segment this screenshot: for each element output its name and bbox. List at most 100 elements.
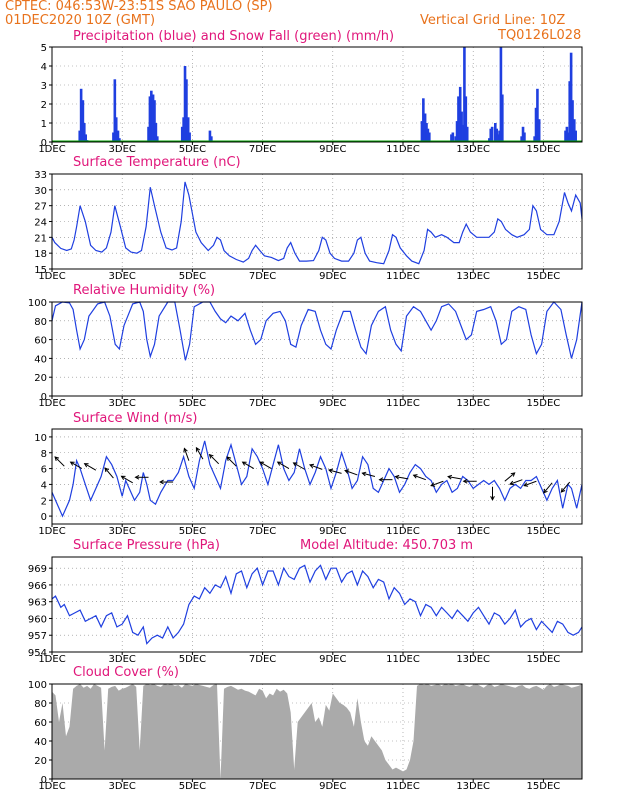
precip-bar	[457, 96, 460, 142]
temp-ytick-label: 18	[34, 249, 47, 260]
precip-bar	[495, 128, 499, 142]
header-location: CPTEC: 046:53W-23:51S SAO PAULO (SP)	[5, 0, 273, 14]
wind-arrow-shaft	[560, 481, 571, 493]
pres-frame	[51, 556, 583, 653]
temp-ytick-label: 21	[34, 233, 47, 244]
precip-bar	[81, 100, 85, 142]
cloud-frame	[51, 683, 583, 780]
precip-bar	[182, 117, 185, 142]
cloud-xtick-label: 11DEC	[386, 781, 420, 792]
wind-ytick-label: 2	[41, 496, 47, 507]
precip-bar	[186, 117, 190, 142]
precip-bar	[183, 66, 187, 142]
wind-arrow-head	[259, 461, 265, 466]
precip-bar	[180, 126, 184, 142]
wind-arrow-head	[292, 462, 298, 467]
precip-bar	[150, 90, 153, 142]
wind-xtick-label: 7DEC	[249, 526, 276, 537]
pres-altitude-note: Model Altitude: 450.703 m	[300, 538, 474, 553]
precip-xtick-label: 3DEC	[109, 144, 136, 155]
header-run-time: 01DEC2020 10Z (GMT)	[5, 13, 156, 28]
precip-bar	[488, 138, 491, 142]
cloud-ytick-label: 60	[34, 718, 47, 729]
temp-ytick-label: 33	[34, 170, 47, 181]
wind-title: Surface Wind (m/s)	[73, 411, 198, 426]
precip-bar	[148, 96, 152, 142]
wind-arrow-head	[543, 488, 548, 494]
temp-xtick-label: 3DEC	[109, 271, 136, 282]
cloud-ytick-label: 20	[34, 756, 47, 767]
wind-xtick-label: 9DEC	[319, 526, 346, 537]
rh-xtick-label: 9DEC	[319, 398, 346, 409]
rh-xtick-label: 15DEC	[527, 398, 561, 409]
wind-ytick-label: 6	[41, 465, 47, 476]
precip-bar	[450, 134, 453, 142]
wind-arrow-shaft	[195, 447, 204, 460]
temp-xtick-label: 15DEC	[527, 271, 561, 282]
wind-arrow-shaft	[362, 472, 376, 477]
wind-ytick-label: 10	[34, 433, 47, 444]
precip-bar	[461, 124, 465, 142]
wind-arrow-head	[510, 472, 516, 477]
pres-xtick-label: 3DEC	[109, 654, 136, 665]
precip-bar	[490, 126, 494, 142]
wind-arrow-head	[560, 488, 566, 493]
precip-xtick-label: 7DEC	[249, 144, 276, 155]
pres-xtick-label: 1DEC	[38, 654, 65, 665]
temp-title: Surface Temperature (nC)	[73, 155, 241, 170]
header-run-code: TQ0126L028	[498, 28, 582, 43]
pres-ytick-label: 960	[28, 614, 47, 625]
precip-bar	[114, 117, 118, 142]
precip-bar	[568, 81, 572, 142]
wind-xtick-label: 15DEC	[527, 526, 561, 537]
wind-arrow-head	[490, 496, 495, 501]
rh-xtick-label: 5DEC	[179, 398, 206, 409]
precip-bar	[118, 138, 121, 142]
precip-bar	[79, 88, 83, 142]
cloud-xtick-label: 9DEC	[319, 781, 346, 792]
precip-bar	[185, 79, 188, 142]
precip-ytick-label: 4	[41, 62, 47, 73]
cloud-xtick-label: 3DEC	[109, 781, 136, 792]
precip-bar	[533, 136, 536, 142]
precip-bar	[455, 121, 459, 142]
wind-arrow-shaft	[226, 456, 237, 467]
rh-ytick-label: 100	[28, 298, 47, 309]
wind-arrow-head	[208, 453, 214, 459]
cloud-title: Cloud Cover (%)	[73, 665, 179, 680]
wind-arrow-head	[523, 482, 529, 487]
cloud-xtick-label: 7DEC	[249, 781, 276, 792]
precip-xtick-label: 5DEC	[179, 144, 206, 155]
pres-xtick-label: 15DEC	[527, 654, 561, 665]
rh-xtick-label: 11DEC	[386, 398, 420, 409]
precip-bar	[498, 130, 501, 142]
precip-bar	[571, 100, 574, 142]
wind-arrow-head	[69, 461, 75, 466]
wind-arrow-shaft	[70, 461, 83, 470]
precip-bar	[147, 126, 150, 142]
precip-bar	[428, 132, 431, 142]
wind-arrow-shaft	[259, 461, 272, 470]
wind-arrow-head	[54, 456, 60, 462]
temp-xtick-label: 1DEC	[38, 271, 65, 282]
precip-bar	[565, 126, 569, 142]
temp-xtick-label: 11DEC	[386, 271, 420, 282]
pres-ytick-label: 963	[28, 598, 47, 609]
temp-ytick-label: 30	[34, 186, 47, 197]
wind-arrow-shaft	[523, 480, 537, 487]
wind-arrow-head	[134, 474, 140, 480]
wind-arrow-shaft	[543, 482, 553, 494]
cloud-xtick-label: 13DEC	[456, 781, 490, 792]
wind-arrow-head	[159, 479, 164, 485]
precip-bar	[489, 128, 493, 142]
cloud-ytick-label: 40	[34, 737, 47, 748]
cloud-ytick-label: 100	[28, 680, 47, 691]
temp-xtick-label: 7DEC	[249, 271, 276, 282]
precip-bar	[523, 132, 526, 142]
rh-ytick-label: 80	[34, 317, 47, 328]
precip-bar	[426, 128, 430, 142]
precip-bar	[567, 132, 570, 142]
precip-bar	[496, 134, 500, 142]
wind-arrow-head	[378, 477, 384, 483]
